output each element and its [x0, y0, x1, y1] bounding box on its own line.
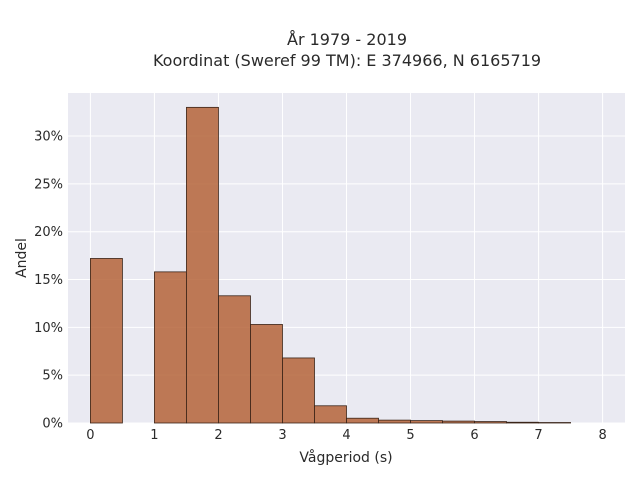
histogram-bar — [186, 106, 219, 424]
y-tick-labels: 0% 5% 10% 15% 20% 25% 30% — [34, 130, 63, 432]
x-tick-label: 3 — [278, 428, 286, 443]
x-tick-label: 8 — [598, 428, 606, 443]
x-tick-label: 2 — [214, 428, 222, 443]
bars — [90, 106, 571, 424]
x-tick-label: 7 — [534, 428, 542, 443]
x-tick-label: 6 — [470, 428, 478, 443]
y-tick-label: 25% — [34, 177, 63, 192]
histogram-bar — [410, 420, 443, 424]
histogram-bar — [90, 258, 123, 424]
y-tick-label: 20% — [34, 225, 63, 240]
x-tick-label: 1 — [150, 428, 158, 443]
y-axis-label: Andel — [14, 238, 30, 278]
x-tick-label: 5 — [406, 428, 414, 443]
y-tick-label: 10% — [34, 321, 63, 336]
histogram-bar — [378, 419, 411, 424]
y-tick-label: 15% — [34, 273, 63, 288]
histogram-bar — [442, 420, 475, 424]
histogram-bar — [250, 324, 283, 424]
x-axis-label: Vågperiod (s) — [299, 449, 392, 466]
histogram-bar — [282, 357, 315, 424]
chart-title-line-1: År 1979 - 2019 — [287, 30, 407, 49]
x-tick-labels: 0 1 2 3 4 5 6 7 8 — [86, 428, 606, 443]
histogram-bar — [474, 421, 507, 424]
histogram-bar — [154, 271, 187, 424]
x-tick-label: 4 — [342, 428, 350, 443]
y-tick-label: 30% — [34, 130, 63, 145]
chart-title-line-2: Koordinat (Sweref 99 TM): E 374966, N 61… — [153, 51, 541, 70]
y-tick-label: 0% — [42, 417, 63, 432]
histogram-bar — [506, 421, 539, 424]
y-tick-label: 5% — [42, 369, 63, 384]
x-tick-label: 0 — [86, 428, 94, 443]
histogram-bar — [218, 295, 251, 424]
histogram-bar — [314, 405, 347, 424]
histogram-bar — [346, 417, 379, 424]
